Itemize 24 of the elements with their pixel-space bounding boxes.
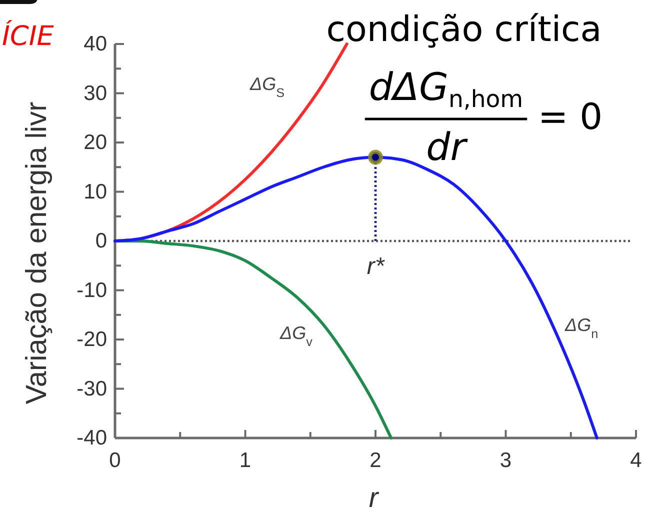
annotation: dΔG$_{n,hom}$ [368,65,524,114]
y-tick-label: -40 [76,426,107,450]
series-label: ΔG$_{n}$ [564,315,598,341]
series-label: ΔG$_{v}$ [279,323,314,349]
y-tick-label: -10 [76,278,107,302]
y-tick-label: 30 [84,82,107,105]
y-tick-label: 40 [84,32,107,56]
y-tick-label: 20 [84,131,107,154]
annotation: r* [366,253,385,280]
y-tick-label: -20 [76,328,107,352]
x-tick-label: 1 [239,448,252,472]
text: ÍCIE [2,19,54,52]
x-tick-label: 3 [500,448,512,472]
y-axis-title: Variação da energia livr [21,101,53,404]
y-tick-label: 10 [84,180,107,204]
x-tick-label: 4 [630,448,642,472]
series-label: ΔG$_{S}$ [249,74,284,100]
y-tick-label: 0 [95,230,107,253]
annotation: condição crítica [326,10,602,50]
y-tick-label: -30 [76,377,107,400]
annotation: dr [426,125,468,169]
x-axis-title: r [368,482,380,513]
x-tick-label: 2 [370,448,382,472]
annotation: = 0 [538,97,603,138]
